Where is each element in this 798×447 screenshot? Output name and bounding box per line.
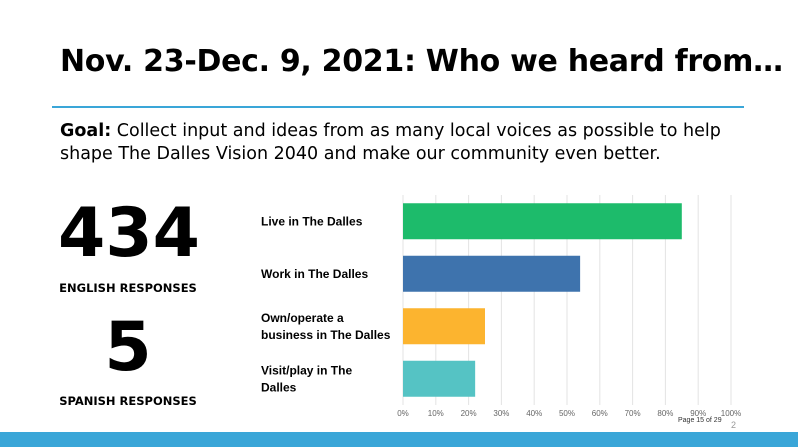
page-indicator: Page 15 of 29 bbox=[678, 417, 722, 424]
category-label: Live in The Dalles bbox=[261, 214, 363, 228]
goal-text: Collect input and ideas from as many loc… bbox=[60, 121, 721, 164]
english-responses-count: 434 bbox=[58, 194, 200, 273]
x-tick-label: 0% bbox=[397, 409, 409, 418]
x-tick-label: 50% bbox=[559, 409, 575, 418]
spanish-responses-caption: SPANISH RESPONSES bbox=[59, 394, 197, 408]
x-tick-label: 90% bbox=[690, 409, 706, 418]
goal-paragraph: Goal: Collect input and ideas from as ma… bbox=[60, 120, 760, 166]
x-tick-label: 30% bbox=[493, 409, 509, 418]
x-tick-label: 80% bbox=[657, 409, 673, 418]
goal-label: Goal: bbox=[60, 121, 112, 141]
category-label: Work in The Dalles bbox=[261, 267, 368, 281]
spanish-responses-count: 5 bbox=[104, 308, 152, 387]
x-tick-label: 20% bbox=[461, 409, 477, 418]
bar bbox=[403, 203, 682, 240]
english-responses-caption: ENGLISH RESPONSES bbox=[59, 281, 197, 295]
bar bbox=[403, 255, 581, 292]
x-tick-label: 10% bbox=[428, 409, 444, 418]
x-tick-label: 70% bbox=[625, 409, 641, 418]
bottom-accent-bar bbox=[0, 432, 798, 447]
x-tick-label: 40% bbox=[526, 409, 542, 418]
english-responses-stat: 434 ENGLISH RESPONSES bbox=[58, 194, 200, 296]
slide-title: Nov. 23-Dec. 9, 2021: Who we heard from… bbox=[60, 44, 783, 79]
bar bbox=[403, 360, 476, 397]
spanish-responses-stat: 5 SPANISH RESPONSES bbox=[58, 308, 198, 409]
category-label: Own/operate a bbox=[261, 311, 344, 325]
slide-number: 2 bbox=[731, 420, 737, 430]
x-tick-label: 60% bbox=[592, 409, 608, 418]
x-tick-label: 100% bbox=[721, 409, 741, 418]
category-label: Visit/play in The bbox=[261, 363, 352, 377]
category-label: Dalles bbox=[261, 380, 297, 394]
bar bbox=[403, 308, 485, 345]
category-label: business in The Dalles bbox=[261, 328, 391, 342]
title-divider bbox=[52, 106, 744, 108]
